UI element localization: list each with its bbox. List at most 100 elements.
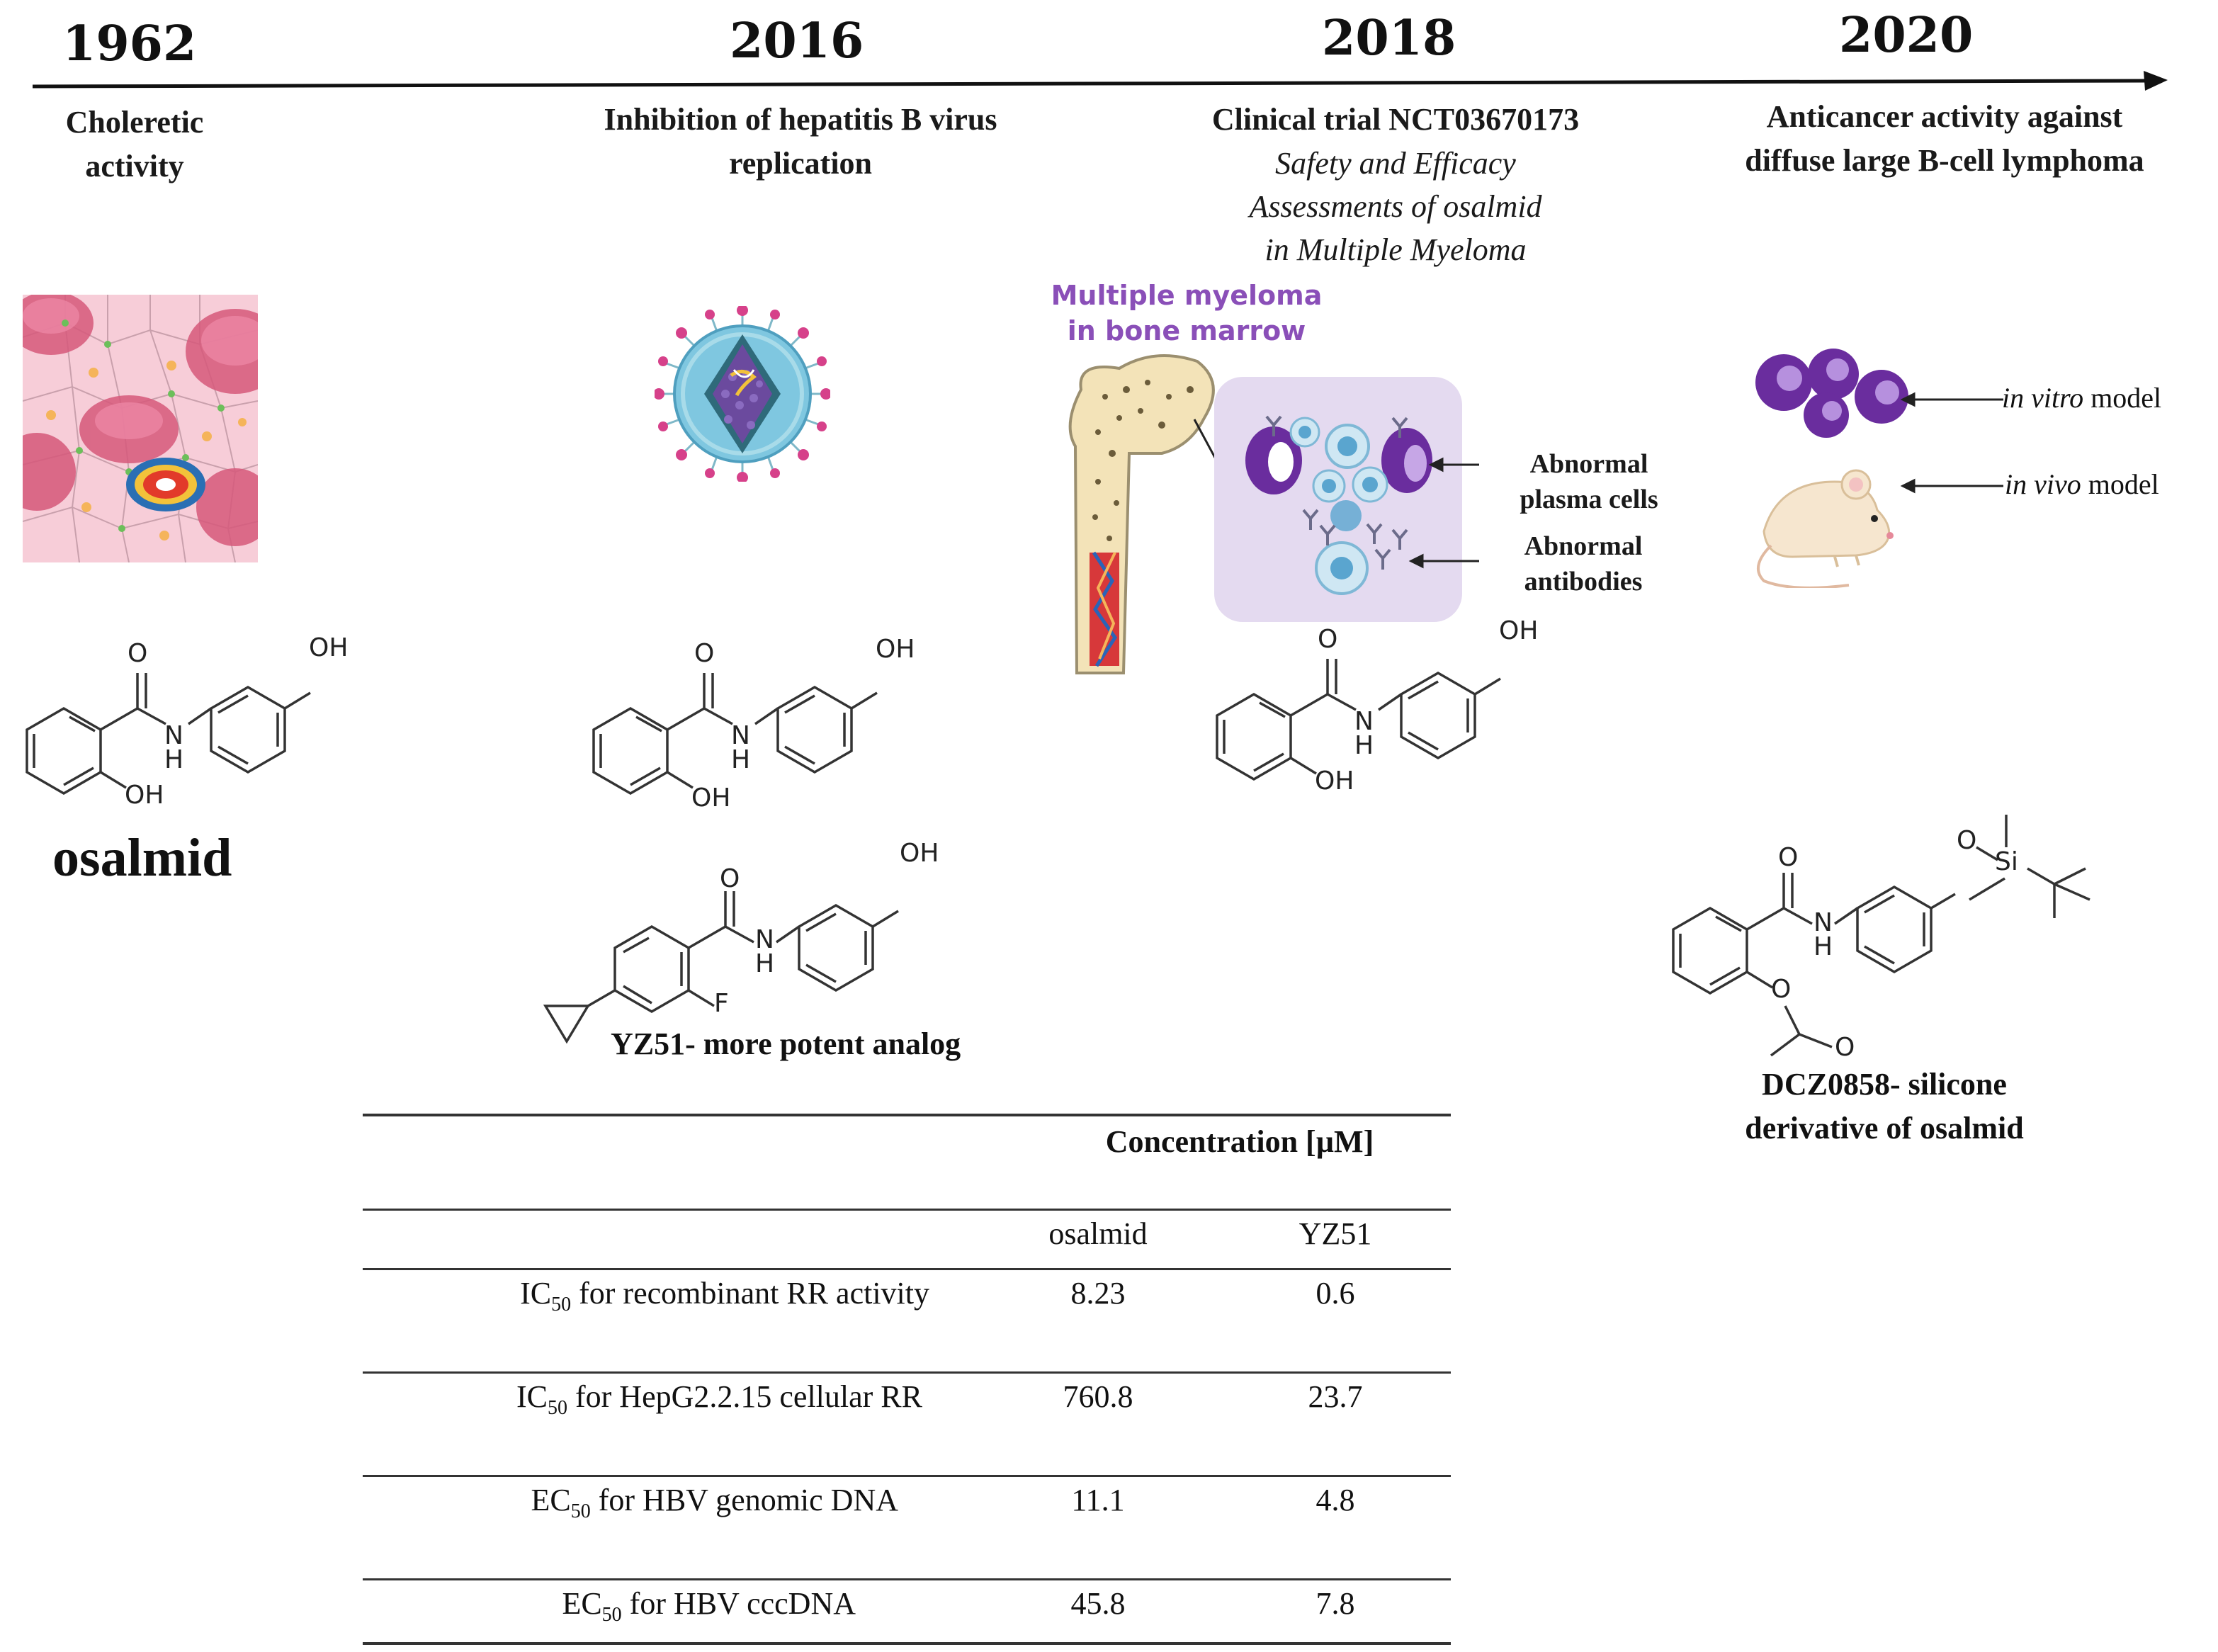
atom-o: O: [1778, 843, 1799, 872]
atom-o: O: [1318, 625, 1338, 654]
atom-n: N: [1354, 707, 1374, 736]
in-vivo-label: in vivo model: [2005, 468, 2159, 500]
callout-plasma-cells: Abnormal plasma cells: [1493, 446, 1685, 517]
callout-line: plasma cells: [1520, 485, 1658, 514]
callout-line: Abnormal: [1524, 531, 1643, 561]
table-row-label: EC50 for HBV cccDNA: [562, 1586, 856, 1626]
event-1962: Choleretic activity: [28, 101, 241, 188]
event-line: diffuse large B-cell lymphoma: [1745, 143, 2144, 178]
col-header-osalmid: osalmid: [1048, 1216, 1148, 1251]
table-group-header: Concentration [µM]: [1105, 1124, 1374, 1159]
atom-n: N: [755, 925, 774, 954]
table-rule: [363, 1371, 1451, 1374]
event-line: Clinical trial NCT03670173: [1211, 102, 1580, 137]
callout-line: Abnormal: [1529, 449, 1648, 479]
antibodies: [1265, 415, 1408, 570]
event-line: Choleretic: [65, 105, 204, 140]
table-rule: [363, 1209, 1451, 1211]
atom-oh: OH: [900, 839, 939, 868]
dcz0858-caption: DCZ0858- silicone derivative of osalmid: [1686, 1063, 2083, 1150]
table-rule-bottom: [363, 1642, 1451, 1645]
yz51-caption: YZ51- more potent analog: [611, 1026, 961, 1061]
atom-f: F: [714, 989, 729, 1018]
event-italic-line: Assessments of osalmid: [1249, 189, 1542, 224]
event-line: Anticancer activity against: [1766, 99, 2123, 134]
atom-h: H: [755, 949, 775, 978]
callout-antibodies: Abnormal antibodies: [1488, 528, 1679, 599]
myeloma-title-line: Multiple myeloma: [1051, 280, 1323, 311]
timeline-axis: [32, 71, 2168, 91]
table-cell: 7.8: [1315, 1586, 1355, 1621]
event-2018: Clinical trial NCT03670173 Safety and Ef…: [1148, 98, 1643, 271]
callout-arrows: [1408, 457, 1479, 569]
caption-line: derivative of osalmid: [1745, 1111, 2024, 1145]
table-row-label: IC50 for HepG2.2.15 cellular RR: [516, 1379, 922, 1419]
atom-h: H: [1814, 932, 1833, 961]
table-row-label: IC50 for recombinant RR activity: [520, 1276, 929, 1316]
dcz0858-structure: [1672, 815, 2090, 1057]
table-rule-top: [363, 1114, 1451, 1116]
atom-oh: OH: [876, 635, 915, 664]
liver-tissue-illustration: [23, 295, 258, 562]
table-cell: 23.7: [1308, 1379, 1363, 1414]
timeline-arrow-head: [2144, 71, 2168, 91]
mouse-icon: [1757, 469, 1894, 588]
bone-marrow-illustration: [1068, 354, 1479, 674]
col-header-yz51: YZ51: [1298, 1216, 1372, 1251]
atom-n: N: [164, 721, 183, 750]
table-rule: [363, 1578, 1451, 1580]
yz51-structure: [543, 891, 899, 1044]
in-vitro-label: in vitro model: [2002, 382, 2162, 414]
atom-h: H: [731, 745, 751, 774]
plasma-cells: [1245, 417, 1432, 595]
femur-bone: [1068, 354, 1215, 674]
hbv-virus-illustration: [655, 306, 830, 482]
year-1962: 1962: [62, 16, 197, 72]
atom-n: N: [1814, 908, 1833, 937]
caption-line: DCZ0858- silicone: [1762, 1067, 2007, 1102]
event-2020: Anticancer activity against diffuse larg…: [1686, 95, 2203, 183]
atom-o: O: [720, 864, 740, 893]
atom-o: O: [1771, 975, 1792, 1004]
table-rule: [363, 1268, 1451, 1270]
lymphoma-cells-icon: [1755, 349, 1908, 438]
myeloma-title-line: in bone marrow: [1067, 315, 1306, 346]
atom-oh: OH: [309, 633, 349, 662]
atom-h: H: [1354, 731, 1374, 760]
atom-o: O: [1835, 1033, 1855, 1062]
atom-si: Si: [1995, 847, 2018, 876]
table-rule: [363, 1475, 1451, 1477]
year-2016: 2016: [730, 13, 864, 69]
atom-o: O: [128, 639, 148, 668]
year-2020: 2020: [1839, 7, 1974, 64]
table-cell: 760.8: [1063, 1379, 1133, 1414]
atom-oh: OH: [1315, 766, 1354, 796]
callout-line: antibodies: [1524, 567, 1643, 596]
table-cell: 8.23: [1070, 1276, 1126, 1311]
event-line: Inhibition of hepatitis B virus: [604, 102, 997, 137]
atom-oh: OH: [125, 781, 164, 810]
atom-o: O: [694, 639, 715, 668]
atom-n: N: [731, 721, 750, 750]
table-cell: 11.1: [1071, 1483, 1125, 1517]
event-line: replication: [728, 146, 873, 181]
atom-oh: OH: [1499, 616, 1539, 645]
event-italic-line: Safety and Efficacy: [1275, 146, 1516, 181]
event-2016: Inhibition of hepatitis B virus replicat…: [538, 98, 1063, 186]
atom-h: H: [164, 745, 184, 774]
atom-oh: OH: [691, 783, 731, 813]
table-cell: 4.8: [1315, 1483, 1355, 1517]
year-2018: 2018: [1322, 10, 1456, 67]
chemical-structures: [26, 657, 2090, 1057]
liver-cell-nucleus: [126, 458, 205, 511]
atom-o: O: [1957, 826, 1977, 855]
event-italic-line: in Multiple Myeloma: [1264, 232, 1527, 267]
osalmid-name: osalmid: [52, 828, 232, 888]
table-cell: 0.6: [1315, 1276, 1355, 1311]
table-row-label: EC50 for HBV genomic DNA: [531, 1483, 898, 1522]
event-line: activity: [85, 149, 184, 183]
table-cell: 45.8: [1070, 1586, 1126, 1621]
model-arrows: [1900, 392, 2003, 494]
myeloma-title: Multiple myeloma in bone marrow: [1048, 278, 1325, 349]
